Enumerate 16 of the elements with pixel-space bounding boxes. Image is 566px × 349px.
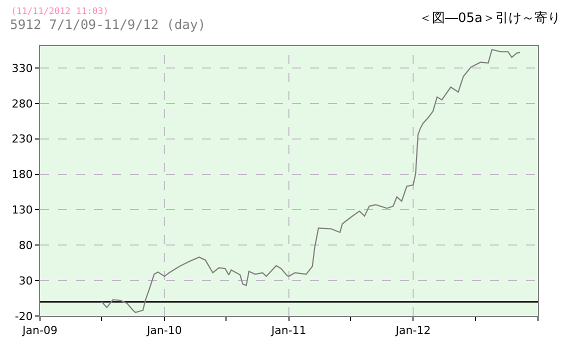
line-series xyxy=(101,48,521,314)
x-tick-label: Jan-12 xyxy=(394,324,431,338)
y-tick-label: 180 xyxy=(12,168,33,182)
y-tick-label: 230 xyxy=(12,132,33,146)
y-tick-label: 280 xyxy=(12,97,33,110)
y-tick-label: 330 xyxy=(12,62,33,75)
y-tick-label: -20 xyxy=(14,310,33,323)
text: ＜図―05a＞引け～寄り xyxy=(419,10,561,26)
x-tick-label: Jan-11 xyxy=(270,324,306,338)
x-tick-label: Jan-10 xyxy=(146,324,182,338)
text: (11/11/2012 11:03) xyxy=(11,7,109,17)
chart-title: 5912 7/1/09-11/9/12 (day) xyxy=(10,18,206,34)
y-tick-label: 80 xyxy=(18,238,33,252)
y-tick-label: 30 xyxy=(18,274,33,288)
y-tick-label: 130 xyxy=(12,204,33,217)
x-tick-label: Jan-09 xyxy=(22,324,58,338)
